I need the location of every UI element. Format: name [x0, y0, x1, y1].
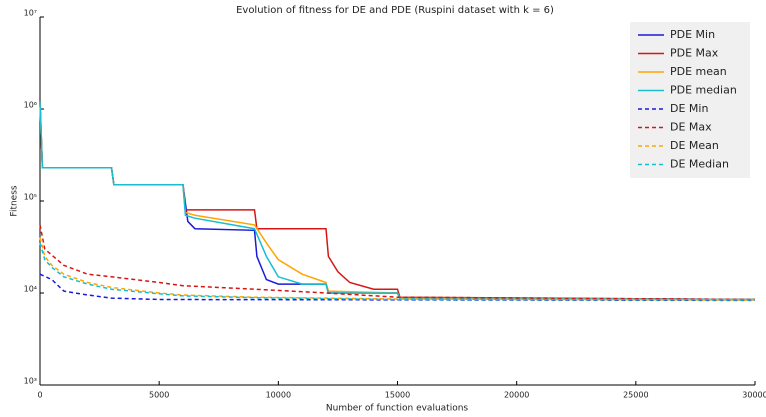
legend-label: PDE Min	[670, 28, 715, 41]
legend-label: PDE median	[670, 84, 737, 97]
series-line	[39, 101, 756, 301]
x-tick-label: 0	[37, 391, 42, 400]
legend-label: DE Median	[670, 158, 729, 171]
x-axis-label: Number of function evaluations	[326, 404, 469, 414]
legend-label: PDE Max	[670, 47, 719, 60]
chart-title: Evolution of fitness for DE and PDE (Rus…	[236, 5, 554, 16]
x-tick-label: 25000	[623, 391, 648, 400]
series-line	[39, 224, 756, 301]
legend-label: DE Max	[670, 121, 712, 134]
legend-label: DE Mean	[670, 139, 719, 152]
x-tick-label: 20000	[504, 391, 529, 400]
y-tick-label: 10⁷	[24, 9, 37, 18]
legend-label: DE Min	[670, 102, 708, 115]
y-axis-label: Fitness	[10, 185, 20, 216]
x-tick-label: 30000	[742, 391, 766, 400]
x-tick-label: 10000	[266, 391, 291, 400]
y-tick-label: 10⁵	[24, 193, 37, 202]
y-tick-label: 10⁶	[24, 101, 37, 110]
legend-label: PDE mean	[670, 65, 727, 78]
x-tick-label: 15000	[385, 391, 410, 400]
x-tick-label: 5000	[149, 391, 169, 400]
y-tick-label: 10⁴	[24, 285, 37, 294]
legend-box	[630, 22, 750, 178]
series-line	[39, 237, 756, 301]
y-tick-label: 10³	[24, 377, 37, 386]
